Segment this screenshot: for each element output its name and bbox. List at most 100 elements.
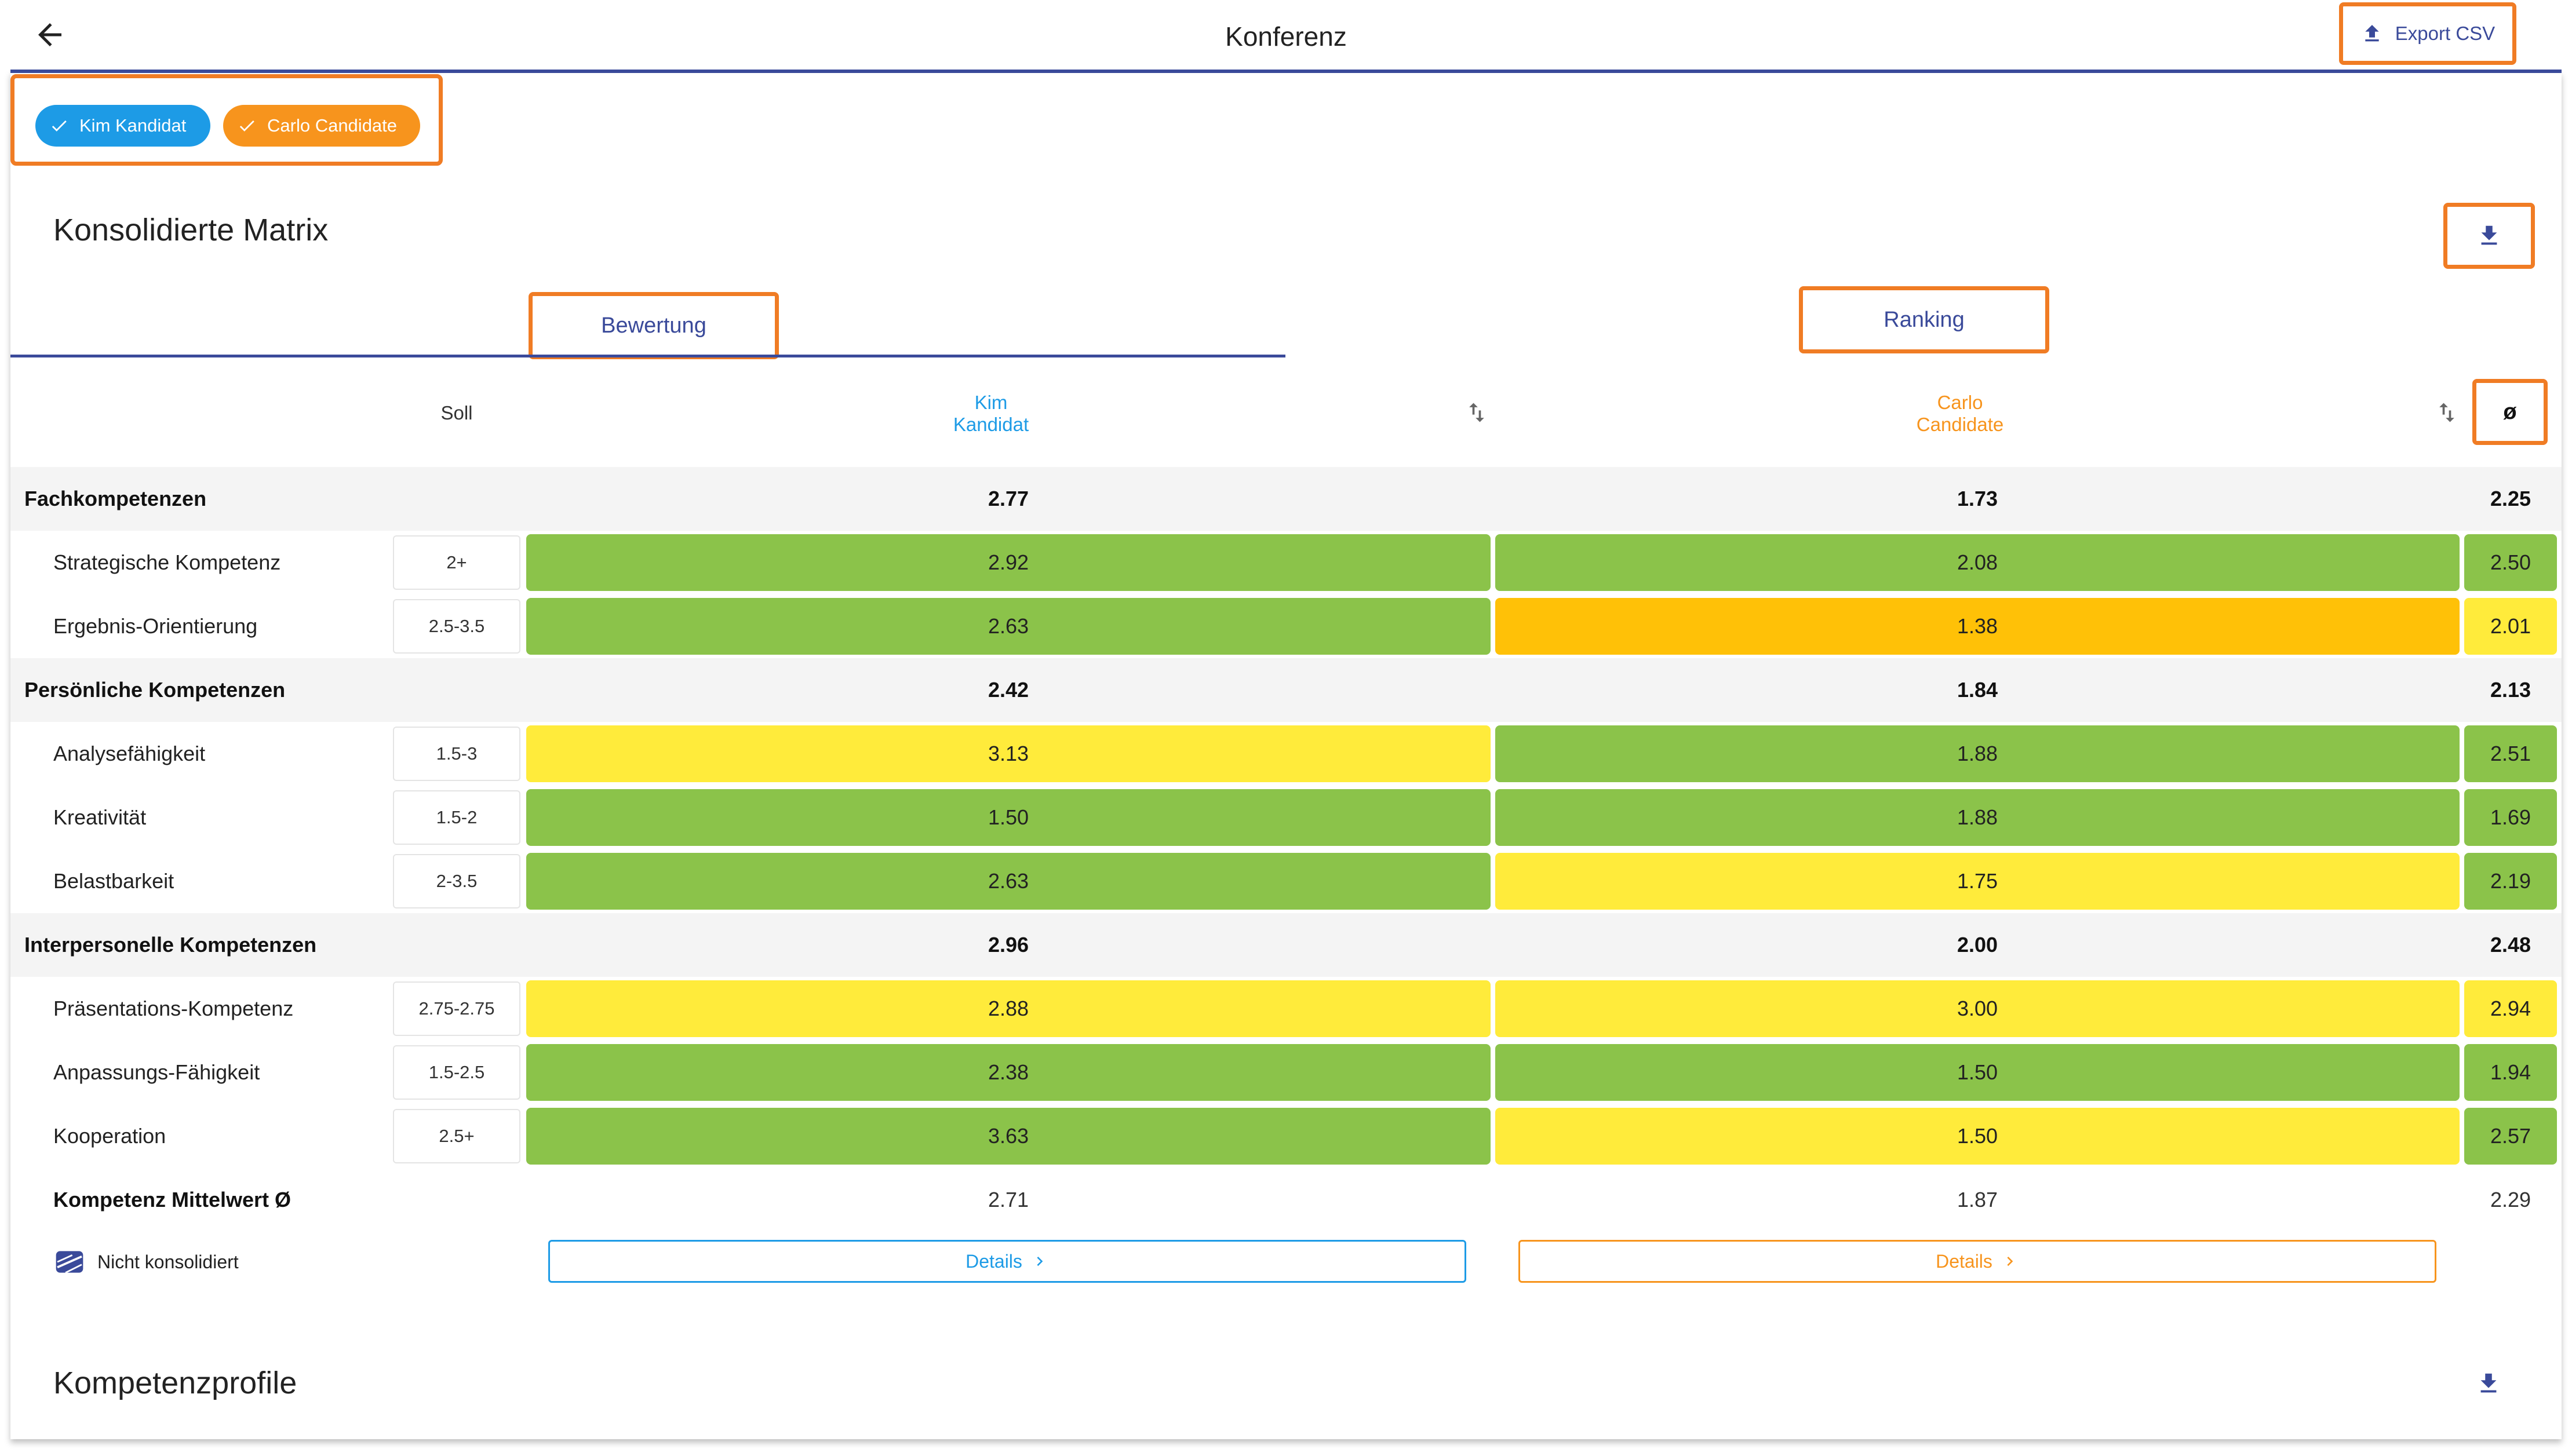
group-row: Fachkompetenzen 2.77 1.73 2.25 [10, 467, 2562, 531]
chip-label: Carlo Candidate [267, 115, 398, 136]
competency-row: Ergebnis-Orientierung 2.5-3.5 2.63 1.38 … [10, 594, 2562, 658]
top-bar-divider [10, 70, 2562, 73]
column-header-kim-line1: Kim [974, 392, 1008, 413]
details-label: Details [966, 1250, 1022, 1272]
mean-row: Kompetenz Mittelwert Ø 2.71 1.87 2.29 [10, 1168, 2562, 1232]
tab-bewertung[interactable]: Bewertung [529, 292, 779, 359]
score-cell-kim: 2.92 [526, 534, 1491, 591]
score-cell-average: 2.01 [2464, 598, 2557, 655]
chip-carlo-candidate[interactable]: Carlo Candidate [223, 105, 420, 147]
competency-label: Ergebnis-Orientierung [53, 614, 258, 638]
competency-label: Präsentations-Kompetenz [53, 997, 294, 1020]
chip-kim-kandidat[interactable]: Kim Kandidat [35, 105, 210, 147]
competency-row: Kreativität 1.5-2 1.50 1.88 1.69 [10, 786, 2562, 849]
sort-icon[interactable] [2434, 400, 2460, 425]
score-cell-carlo: 1.88 [1495, 725, 2460, 782]
active-tab-indicator [10, 355, 1285, 357]
details-button-carlo[interactable]: Details [1518, 1240, 2436, 1283]
group-value-average: 2.48 [2490, 933, 2531, 957]
column-header-carlo-line2: Candidate [1916, 414, 2004, 435]
export-csv-button[interactable]: Export CSV [2339, 2, 2516, 65]
group-value-average: 2.25 [2490, 487, 2531, 510]
score-cell-kim: 2.38 [526, 1044, 1491, 1101]
mean-value-average: 2.29 [2490, 1188, 2531, 1211]
score-cell-kim: 3.63 [526, 1108, 1491, 1165]
download-icon [2480, 1373, 2497, 1393]
details-button-kim[interactable]: Details [548, 1240, 1466, 1283]
mean-value-carlo: 1.87 [1957, 1188, 1998, 1211]
chip-label: Kim Kandidat [79, 115, 187, 136]
arrow-left-icon[interactable] [32, 17, 67, 52]
group-label: Persönliche Kompetenzen [24, 678, 286, 702]
section-title-profiles: Kompetenzprofile [53, 1366, 297, 1400]
download-profiles-button[interactable] [2471, 1366, 2506, 1401]
score-cell-carlo: 1.50 [1495, 1044, 2460, 1101]
score-cell-carlo: 3.00 [1495, 980, 2460, 1037]
sort-icon[interactable] [1464, 400, 1489, 425]
column-header-soll: Soll [440, 402, 473, 424]
score-cell-carlo: 2.08 [1495, 534, 2460, 591]
competency-label: Anpassungs-Fähigkeit [53, 1060, 260, 1084]
competency-row: Strategische Kompetenz 2+ 2.92 2.08 2.50 [10, 531, 2562, 594]
group-row: Persönliche Kompetenzen 2.42 1.84 2.13 [10, 658, 2562, 722]
group-value-kim: 2.96 [988, 933, 1029, 957]
soll-value: 1.5-2 [393, 790, 520, 845]
soll-value: 2-3.5 [393, 854, 520, 908]
group-value-carlo: 1.84 [1957, 678, 1998, 702]
competency-label: Strategische Kompetenz [53, 550, 281, 574]
chevron-right-icon [2007, 1257, 2013, 1266]
not-consolidated-label: Nicht konsolidiert [97, 1251, 239, 1272]
score-cell-kim: 2.63 [526, 598, 1491, 655]
competency-row: Kooperation 2.5+ 3.63 1.50 2.57 [10, 1104, 2562, 1168]
check-icon [52, 120, 67, 132]
top-bar [10, 0, 2562, 72]
competency-label: Analysefähigkeit [53, 742, 206, 765]
column-header-carlo[interactable]: Carlo Candidate [1867, 392, 2053, 436]
group-value-kim: 2.77 [988, 487, 1029, 510]
check-icon [239, 120, 254, 132]
mean-label: Kompetenz Mittelwert Ø [53, 1188, 292, 1211]
export-csv-label: Export CSV [2395, 23, 2496, 44]
group-value-carlo: 1.73 [1957, 487, 1998, 510]
score-cell-carlo: 1.75 [1495, 853, 2460, 910]
tab-ranking[interactable]: Ranking [1799, 286, 2049, 353]
download-matrix-button[interactable] [2443, 203, 2535, 269]
competency-row: Anpassungs-Fähigkeit 1.5-2.5 2.38 1.50 1… [10, 1041, 2562, 1104]
score-cell-kim: 2.63 [526, 853, 1491, 910]
score-cell-average: 2.19 [2464, 853, 2557, 910]
score-cell-kim: 2.88 [526, 980, 1491, 1037]
soll-value: 1.5-2.5 [393, 1045, 520, 1100]
group-value-kim: 2.42 [988, 678, 1029, 702]
mean-value-kim: 2.71 [988, 1188, 1029, 1211]
score-cell-average: 2.94 [2464, 980, 2557, 1037]
soll-value: 2+ [393, 535, 520, 590]
page-title: Konferenz [1225, 21, 1347, 52]
score-cell-carlo: 1.38 [1495, 598, 2460, 655]
soll-value: 2.5+ [393, 1109, 520, 1163]
group-label: Fachkompetenzen [24, 487, 207, 510]
score-cell-carlo: 1.88 [1495, 789, 2460, 846]
group-label: Interpersonelle Kompetenzen [24, 933, 317, 957]
competency-row: Analysefähigkeit 1.5-3 3.13 1.88 2.51 [10, 722, 2562, 786]
score-cell-average: 1.94 [2464, 1044, 2557, 1101]
score-cell-average: 2.57 [2464, 1108, 2557, 1165]
score-cell-kim: 3.13 [526, 725, 1491, 782]
group-value-average: 2.13 [2490, 678, 2531, 702]
column-header-kim[interactable]: Kim Kandidat [898, 392, 1084, 436]
upload-icon [2365, 25, 2379, 42]
column-header-carlo-line1: Carlo [1937, 392, 1983, 413]
score-cell-carlo: 1.50 [1495, 1108, 2460, 1165]
soll-value: 2.5-3.5 [393, 599, 520, 654]
column-header-average[interactable]: ø [2472, 379, 2548, 445]
chevron-right-icon [1037, 1257, 1043, 1266]
not-consolidated-legend: Nicht konsolidiert [53, 1246, 239, 1278]
competency-label: Belastbarkeit [53, 869, 174, 893]
score-cell-average: 2.50 [2464, 534, 2557, 591]
group-row: Interpersonelle Kompetenzen 2.96 2.00 2.… [10, 913, 2562, 977]
competency-label: Kooperation [53, 1124, 166, 1148]
score-cell-average: 2.51 [2464, 725, 2557, 782]
not-consolidated-icon [56, 1251, 83, 1273]
score-cell-average: 1.69 [2464, 789, 2557, 846]
soll-value: 2.75-2.75 [393, 981, 520, 1036]
